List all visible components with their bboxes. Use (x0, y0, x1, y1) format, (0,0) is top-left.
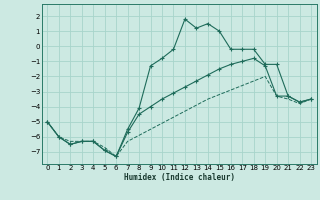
X-axis label: Humidex (Indice chaleur): Humidex (Indice chaleur) (124, 173, 235, 182)
